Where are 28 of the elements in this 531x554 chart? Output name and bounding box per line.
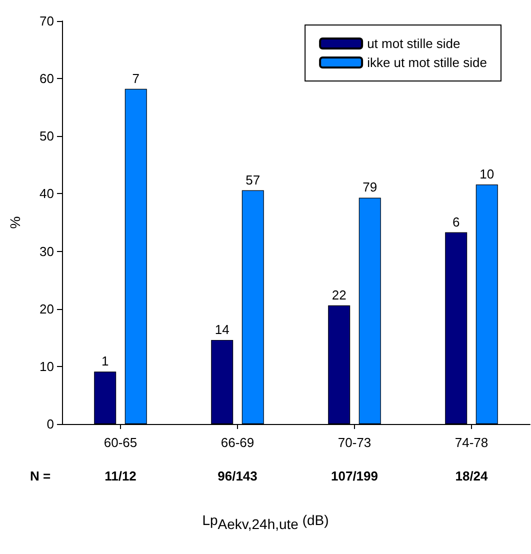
y-tick-label: 70 [40,14,54,28]
text: N = [30,468,51,484]
x-tick-label: 60-65 [104,435,138,450]
annotation: 1 [101,354,109,369]
annotation: 14 [214,322,230,337]
text: 11/12 [104,468,136,484]
y-tick-label: 20 [40,301,54,316]
text: 18/24 [455,468,489,484]
x-tick-label: 70-73 [338,435,372,450]
legend-label: ut mot stille side [367,36,460,51]
annotation: 79 [362,180,378,195]
y-tick-label: 10 [40,358,54,374]
text: 96/143 [218,468,258,484]
y-axis-title: % [7,216,23,229]
annotation: 10 [480,166,494,182]
y-tick-label: 40 [40,186,54,202]
y-tick-label: 60 [40,71,54,86]
annotation: 22 [332,287,346,302]
x-tick-label: 74-78 [454,435,488,450]
annotation: 6 [452,214,460,230]
y-tick-label: 30 [40,244,54,259]
annotation: 7 [132,70,140,86]
legend-label: ikke ut mot stille side [367,55,488,70]
text: 107/199 [331,468,378,484]
y-tick-label: 0 [46,416,54,432]
annotation: 57 [246,172,260,188]
y-tick-label: 50 [40,128,54,144]
x-tick-label: 66-69 [220,435,254,450]
